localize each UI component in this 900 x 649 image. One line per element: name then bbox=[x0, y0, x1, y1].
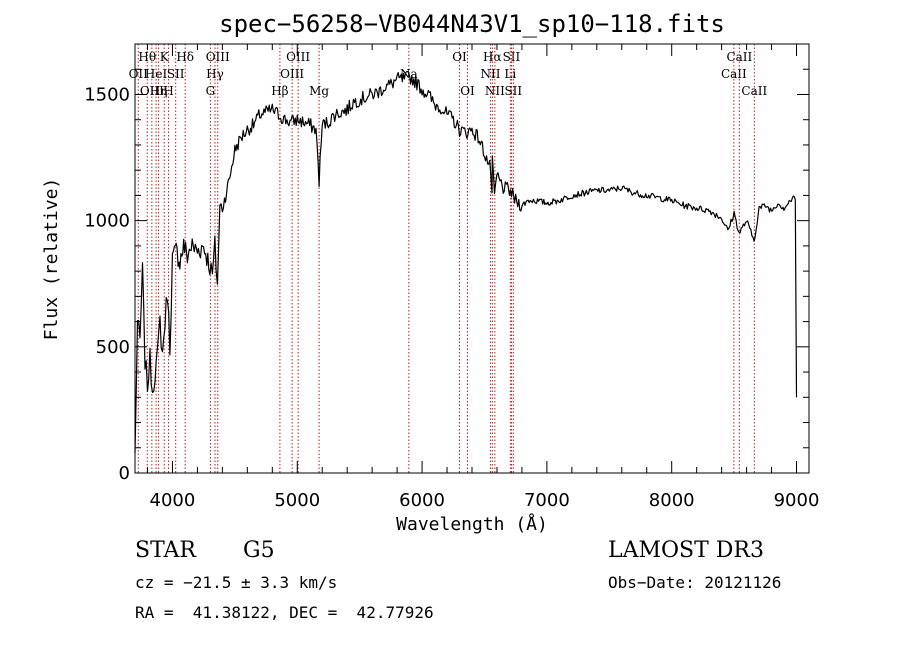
spectral-line-label: OII bbox=[129, 67, 149, 81]
y-axis-label: Flux (relative) bbox=[41, 178, 62, 341]
y-tick-label: 1500 bbox=[84, 84, 130, 105]
spectral-line-label: Hδ bbox=[176, 50, 194, 64]
x-tick-label: 7000 bbox=[524, 490, 570, 511]
coordinates-info: RA = 41.38122, DEC = 42.77926 bbox=[135, 603, 434, 622]
chart-title: spec−56258−VB044N43V1_sp10−118.fits bbox=[219, 10, 725, 38]
spectral-line-label: SII bbox=[167, 67, 185, 81]
spectral-line-label: OIII bbox=[286, 50, 310, 64]
spectral-line-label: Hα bbox=[483, 50, 502, 64]
spectral-line-label: Li bbox=[504, 67, 516, 81]
spectral-line-label: NII bbox=[485, 84, 505, 98]
x-tick-label: 8000 bbox=[649, 490, 695, 511]
spectral-subclass: G5 bbox=[243, 538, 275, 563]
redshift-info: cz = −21.5 ± 3.3 km/s bbox=[135, 573, 338, 592]
spectral-line-label: Hγ bbox=[206, 67, 224, 81]
spectral-line-label: OI bbox=[452, 50, 467, 64]
spectral-line-label: OIII bbox=[280, 67, 304, 81]
obs-date-info: Obs−Date: 20121126 bbox=[608, 573, 782, 592]
spectral-line-label: SII bbox=[503, 50, 521, 64]
y-tick-label: 500 bbox=[96, 337, 130, 358]
spectral-line-label: NII bbox=[480, 67, 500, 81]
spectral-line-label: OIII bbox=[206, 50, 230, 64]
object-class: STAR bbox=[135, 538, 196, 563]
plot-frame bbox=[134, 43, 810, 474]
y-tick-label: 1000 bbox=[84, 211, 130, 232]
spectral-line-label: Hθ bbox=[138, 50, 156, 64]
spectral-line-label: CaII bbox=[741, 84, 767, 98]
survey-label: LAMOST DR3 bbox=[608, 538, 764, 563]
spectral-line-label: SII bbox=[504, 84, 522, 98]
x-axis-label: Wavelength (Å) bbox=[396, 513, 548, 535]
spectral-line-label: G bbox=[206, 84, 216, 98]
spectral-line-label: Hβ bbox=[271, 84, 288, 98]
spectral-line-label: Mg bbox=[309, 84, 329, 98]
plot-area: OIIHθOIIIHeIHηKHSIIHδGHγOIIIHβOIIIOIIIMg… bbox=[84, 43, 820, 511]
spectral-line-label: OI bbox=[460, 84, 475, 98]
spectral-line-label: Hη bbox=[150, 84, 168, 98]
spectrum-line bbox=[134, 70, 798, 454]
spectral-line-label: H bbox=[163, 84, 173, 98]
spectral-line-label: CaII bbox=[726, 50, 752, 64]
spectral-line-label: HeI bbox=[145, 67, 168, 81]
spectral-line-label: K bbox=[160, 50, 170, 64]
x-tick-label: 9000 bbox=[774, 490, 820, 511]
x-tick-label: 4000 bbox=[150, 490, 196, 511]
spectral-line-label: CaII bbox=[721, 67, 747, 81]
x-tick-label: 5000 bbox=[274, 490, 320, 511]
x-tick-label: 6000 bbox=[399, 490, 445, 511]
y-tick-label: 0 bbox=[119, 463, 130, 484]
